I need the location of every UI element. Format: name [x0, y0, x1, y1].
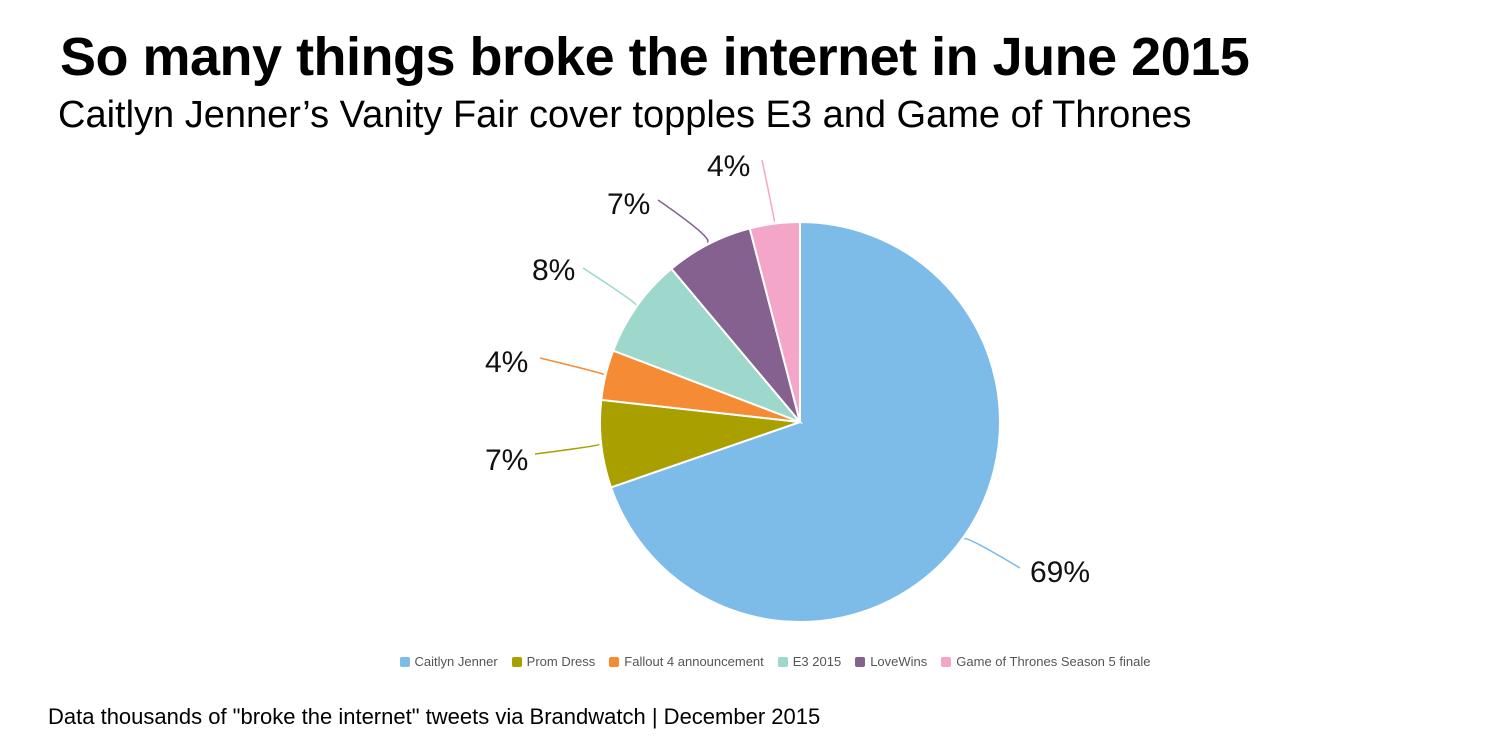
data-label-prom-dress: 7%: [485, 444, 528, 477]
leader-line-prom-dress: [534, 443, 600, 455]
chart-subtitle: Caitlyn Jenner’s Vanity Fair cover toppl…: [58, 94, 1192, 136]
data-label-game-of-thrones-season-5-finale: 4%: [707, 150, 750, 183]
data-label-caitlyn-jenner: 69%: [1030, 556, 1090, 589]
legend-item-caitlyn-jenner: Caitlyn Jenner: [399, 654, 498, 669]
legend-label: Game of Thrones Season 5 finale: [956, 654, 1151, 669]
chart-legend: Caitlyn Jenner Prom Dress Fallout 4 announ…: [0, 654, 1495, 669]
legend-label: Prom Dress: [526, 654, 596, 669]
data-label-fallout-4-announcement: 4%: [485, 346, 528, 379]
legend-item-e3-2015: E3 2015: [777, 654, 842, 669]
pie-slice-game-of-thrones-season-5-finale: [748, 220, 801, 423]
leader-line-fallout-4-announcement: [539, 357, 604, 376]
leader-line-game-of-thrones-season-5-finale: [761, 159, 776, 223]
legend-swatch: [855, 656, 866, 667]
legend-item-game-of-thrones-season-5-finale: Game of Thrones Season 5 finale: [941, 654, 1150, 669]
pie-chart: 69% 7% 4% 8% 7% 4%: [485, 150, 1090, 623]
legend-swatch: [609, 656, 620, 667]
pie-slice-e3-2015: [611, 267, 804, 425]
leader-line-lovewins: [657, 199, 709, 244]
legend-swatch: [941, 656, 952, 667]
leader-line-caitlyn-jenner: [963, 537, 1021, 569]
data-label-lovewins: 7%: [607, 188, 650, 221]
pie-slice-caitlyn-jenner: [609, 220, 1001, 623]
legend-item-lovewins: LoveWins: [855, 654, 927, 669]
legend-item-fallout-4-announcement: Fallout 4 announcement: [609, 654, 764, 669]
leader-line-e3-2015: [582, 267, 637, 306]
legend-swatch: [511, 656, 522, 667]
legend-label: Caitlyn Jenner: [414, 654, 498, 669]
data-source-note: Data thousands of "broke the internet" t…: [48, 704, 821, 729]
legend-label: E3 2015: [792, 654, 842, 669]
legend-label: LoveWins: [870, 654, 928, 669]
chart-title: So many things broke the internet in Jun…: [60, 27, 1250, 87]
legend-swatch: [399, 656, 410, 667]
legend-swatch: [777, 656, 788, 667]
legend-label: Fallout 4 announcement: [624, 654, 764, 669]
data-label-e3-2015: 8%: [532, 254, 575, 287]
legend-item-prom-dress: Prom Dress: [511, 654, 596, 669]
